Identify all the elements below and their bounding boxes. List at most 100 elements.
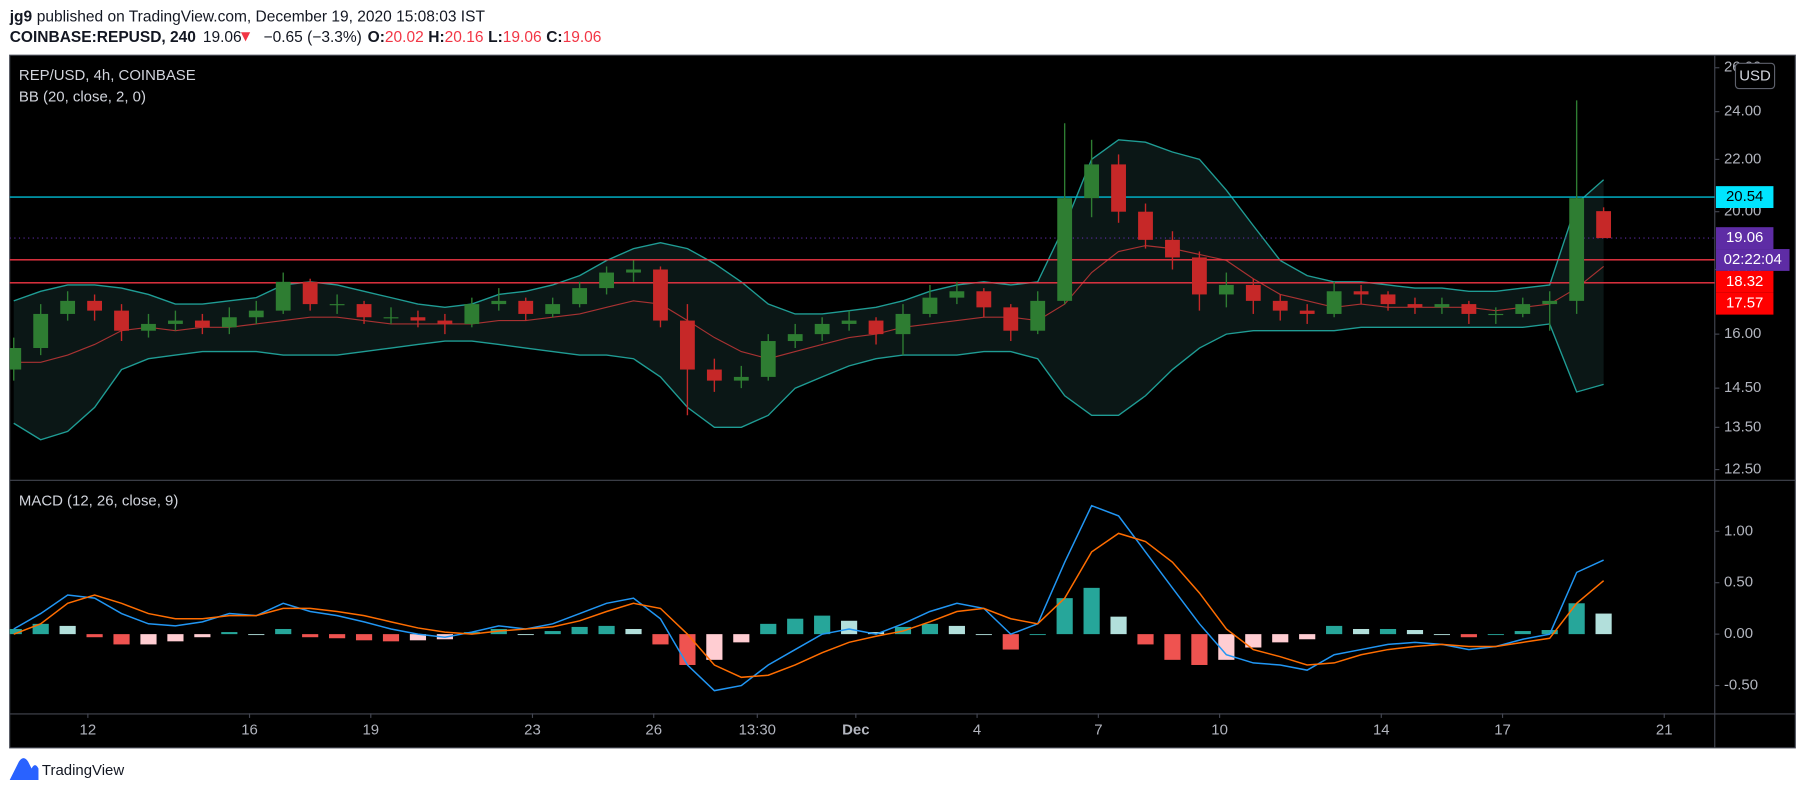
macd-y-tick-label: 1.00: [1724, 522, 1753, 539]
candle-body: [680, 320, 695, 370]
histogram-bar: [1083, 587, 1100, 635]
currency-button[interactable]: USD: [1734, 62, 1776, 90]
histogram-bar: [921, 623, 939, 635]
x-tick-label: Dec: [842, 722, 869, 739]
histogram-bar: [113, 634, 130, 645]
candle-body: [545, 304, 561, 314]
x-tick-label: 7: [1094, 722, 1102, 739]
histogram-bar: [598, 625, 615, 635]
candle-body: [275, 281, 291, 311]
histogram-bar: [1406, 630, 1424, 635]
histogram-bar: [948, 625, 965, 635]
histogram-bar: [1352, 628, 1370, 635]
candle-body: [1461, 304, 1477, 314]
candle-body: [168, 320, 183, 324]
histogram-bar: [32, 623, 49, 635]
histogram-bar: [1326, 625, 1343, 635]
candle-body: [868, 320, 884, 335]
price-label: 17.57: [1726, 295, 1763, 312]
histogram-bar: [302, 634, 319, 638]
candle-body: [922, 297, 938, 314]
countdown-label: 02:22:04: [1724, 251, 1782, 268]
histogram-bar: [841, 620, 858, 635]
price-label-box: [1715, 186, 1774, 209]
change: −0.65 (−3.3%): [264, 29, 362, 46]
candle-body: [302, 281, 318, 305]
candle-body: [1326, 291, 1342, 314]
candle-body: [1515, 304, 1531, 314]
macd-y-tick-label: -0.50: [1724, 677, 1758, 694]
histogram-bar: [1541, 630, 1558, 635]
candle-body: [976, 291, 992, 308]
x-tick-label: 26: [645, 722, 662, 739]
candle-body: [1245, 284, 1261, 301]
histogram-bar: [679, 634, 696, 665]
histogram-bar: [355, 634, 373, 641]
candle-body: [329, 304, 345, 306]
down-arrow: [240, 32, 251, 42]
candle-body: [1596, 211, 1612, 239]
open: 20.02: [385, 29, 424, 46]
brand-logo: TradingView: [9, 758, 124, 781]
chart-title: REP/USD, 4h, COINBASE: [19, 67, 196, 84]
candle-body: [141, 323, 156, 331]
candle-body: [1218, 284, 1234, 295]
indicator-title: BB (20, close, 2, 0): [19, 89, 146, 106]
candle-body: [1542, 300, 1558, 305]
histogram-bar: [625, 628, 642, 635]
y-tick-label: 24.00: [1724, 103, 1761, 120]
histogram-bar: [1460, 634, 1477, 638]
histogram-bar: [706, 634, 723, 660]
bb-fill: [13, 139, 1604, 440]
histogram-bar: [1056, 598, 1073, 635]
candle-body: [60, 300, 76, 314]
y-tick-label: 14.50: [1724, 379, 1761, 396]
histogram-bar: [1191, 634, 1208, 665]
candle-body: [787, 334, 803, 342]
published: published on TradingView.com, December 1…: [37, 8, 486, 25]
candle-body: [464, 304, 480, 324]
candle-body: [841, 320, 857, 324]
open-label: O:: [368, 29, 385, 46]
candle-body: [1084, 164, 1100, 199]
histogram-bar: [167, 634, 184, 642]
price-label: 20.54: [1726, 188, 1763, 205]
histogram-bar: [760, 623, 777, 635]
x-tick-label: 4: [973, 722, 981, 739]
candle-body: [1138, 211, 1153, 240]
low-label: L:: [488, 29, 503, 46]
currency-box[interactable]: [1734, 62, 1776, 90]
histogram-bar: [382, 634, 400, 642]
y-tick-label: 22.00: [1724, 150, 1761, 167]
chart-frame: [9, 54, 1796, 749]
histogram-bar: [544, 631, 561, 635]
symbol-line: COINBASE:REPUSD, 240 19.06 −0.65 (−3.3%) O:…: [10, 29, 602, 46]
x-tick-label: 19: [362, 722, 379, 739]
y-tick-label: 12.50: [1724, 461, 1761, 478]
histogram-bar: [86, 634, 103, 638]
candle-body: [1165, 239, 1180, 258]
candle-body: [221, 317, 237, 328]
symbol: COINBASE:REPUSD, 240: [10, 29, 196, 46]
candle-body: [1488, 313, 1504, 316]
close-label: C:: [546, 29, 562, 46]
candle-body: [1299, 310, 1315, 314]
x-tick-label: 17: [1494, 722, 1511, 739]
currency-label[interactable]: USD: [1739, 67, 1771, 84]
macd-title: MACD (12, 26, close, 9): [19, 493, 178, 510]
candle-body: [383, 317, 399, 319]
histogram-bar: [1029, 634, 1046, 636]
candle-body: [356, 304, 372, 318]
histogram-bar: [221, 632, 238, 635]
histogram-bar: [1002, 634, 1019, 650]
x-tick-label: 14: [1373, 722, 1390, 739]
histogram-bar: [463, 632, 480, 635]
candle-body: [1057, 198, 1073, 301]
candle-body: [491, 300, 507, 305]
candle-body: [410, 317, 426, 321]
candle-body: [194, 320, 210, 328]
low: 19.06: [503, 29, 542, 46]
candle-body: [733, 376, 749, 381]
macd-y-tick-label: 0.00: [1724, 625, 1753, 642]
